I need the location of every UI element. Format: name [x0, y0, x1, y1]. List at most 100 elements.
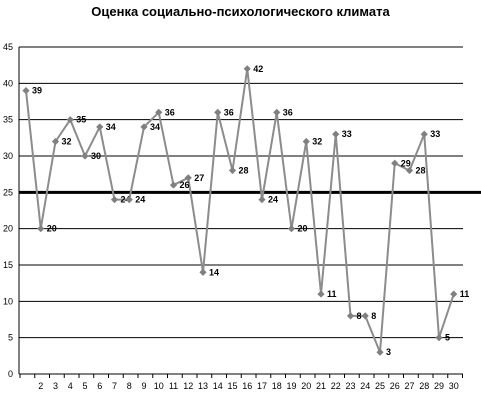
data-label: 33 [430, 129, 440, 139]
data-point [346, 312, 355, 320]
x-tick-label: 16 [242, 381, 252, 391]
x-tick-label: 25 [375, 381, 385, 391]
data-point [450, 290, 458, 298]
data-label: 20 [47, 224, 57, 234]
data-label: 24 [135, 195, 145, 205]
data-point [155, 108, 163, 116]
data-point [140, 123, 148, 131]
data-label: 36 [165, 107, 175, 117]
x-tick-label: 13 [198, 381, 208, 391]
data-point [287, 225, 296, 233]
x-tick-label: 3 [53, 381, 58, 391]
chart-title: Оценка социально-психологического климат… [91, 4, 390, 19]
y-tick-label: 45 [3, 42, 13, 52]
data-label: 36 [283, 107, 293, 117]
x-tick-label: 22 [331, 381, 341, 391]
y-tick-label: 15 [3, 260, 13, 270]
data-point [258, 196, 266, 204]
data-label: 32 [62, 136, 72, 146]
data-label: 8 [371, 311, 376, 321]
data-label: 33 [342, 129, 352, 139]
x-tick-label: 28 [419, 381, 429, 391]
data-point [391, 159, 399, 167]
data-point [376, 348, 384, 356]
data-label: 26 [180, 180, 190, 190]
data-label: 27 [194, 173, 204, 183]
x-tick-label: 19 [286, 381, 296, 391]
data-point [51, 137, 60, 146]
data-label: 28 [239, 166, 249, 176]
data-point [228, 166, 237, 175]
data-point [332, 130, 340, 138]
data-label: 14 [209, 267, 219, 277]
data-label: 28 [416, 166, 426, 176]
x-tick-label: 18 [272, 381, 282, 391]
data-point [435, 334, 443, 342]
data-point [125, 196, 133, 204]
x-tick-label: 5 [82, 381, 87, 391]
data-point [302, 137, 310, 146]
x-tick-label: 15 [227, 381, 237, 391]
y-tick-label: 20 [3, 224, 13, 234]
y-tick-label: 0 [8, 369, 13, 379]
data-point [420, 130, 428, 138]
data-point [184, 174, 192, 182]
data-label: 24 [268, 195, 278, 205]
data-label: 5 [445, 333, 450, 343]
data-label: 11 [460, 289, 470, 299]
data-label: 39 [32, 86, 42, 96]
x-tick-label: 24 [360, 381, 370, 391]
x-tick-label: 4 [68, 381, 73, 391]
data-point [66, 116, 74, 124]
data-label: 24 [121, 195, 131, 205]
data-label: 30 [91, 151, 101, 161]
data-label: 34 [106, 122, 116, 132]
data-point [273, 108, 281, 116]
x-tick-label: 7 [112, 381, 117, 391]
data-point [405, 166, 414, 175]
x-tick-label: 9 [141, 381, 146, 391]
x-tick-label: 23 [345, 381, 355, 391]
data-point [199, 268, 207, 276]
y-tick-label: 30 [3, 151, 13, 161]
data-label: 20 [298, 224, 308, 234]
data-label: 8 [357, 311, 362, 321]
data-label: 35 [76, 115, 86, 125]
x-tick-label: 26 [390, 381, 400, 391]
data-point [169, 181, 178, 189]
data-point [96, 123, 104, 131]
x-tick-label: 29 [434, 381, 444, 391]
data-point [110, 196, 119, 204]
x-tick-label: 30 [449, 381, 459, 391]
x-tick-label: 17 [257, 381, 267, 391]
y-tick-label: 10 [3, 296, 13, 306]
x-tick-label: 10 [154, 381, 164, 391]
x-tick-label: 11 [169, 381, 178, 391]
data-label: 34 [150, 122, 160, 132]
x-tick-label: 12 [183, 381, 193, 391]
data-label: 29 [401, 158, 411, 168]
data-label: 32 [312, 136, 322, 146]
x-tick-label: 8 [127, 381, 132, 391]
x-tick-label: 6 [97, 381, 102, 391]
series-line [25, 68, 455, 353]
x-tick-label: 14 [213, 381, 223, 391]
y-tick-label: 40 [3, 78, 13, 88]
data-label: 42 [253, 64, 263, 74]
data-label: 3 [386, 347, 391, 357]
data-point [22, 87, 30, 95]
x-tick-label: 21 [316, 381, 326, 391]
data-point [37, 225, 45, 233]
data-point [361, 312, 369, 320]
x-tick-label: 20 [301, 381, 311, 391]
data-point [317, 290, 325, 298]
data-point [81, 152, 89, 160]
data-point [214, 108, 222, 116]
data-label: 11 [327, 289, 337, 299]
y-tick-label: 35 [3, 115, 13, 125]
x-tick-label: 2 [38, 381, 43, 391]
data-point [243, 65, 251, 73]
y-tick-label: 5 [8, 333, 13, 343]
y-tick-label: 25 [3, 187, 13, 197]
